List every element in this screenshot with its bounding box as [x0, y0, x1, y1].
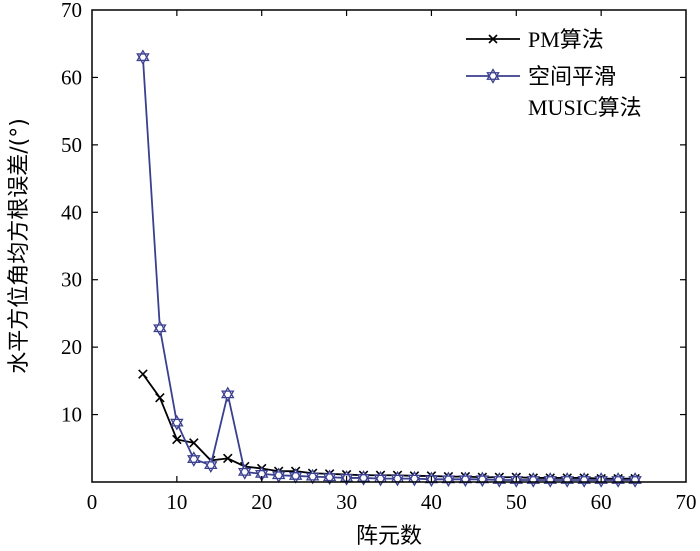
data-point: [138, 369, 148, 379]
data-point: [187, 451, 201, 467]
legend: PM算法 空间平滑 MUSIC算法: [466, 27, 642, 120]
x-axis-ticks: 0 10 20 30 40 50 60 70: [87, 10, 697, 514]
y-tick-label: 10: [61, 403, 82, 427]
data-point: [204, 457, 218, 473]
data-point: [322, 469, 337, 486]
x-tick-label: 30: [336, 490, 357, 514]
data-point: [153, 320, 167, 337]
x-tick-label: 0: [87, 490, 98, 514]
data-point: [155, 392, 165, 403]
plot-frame: [91, 9, 687, 483]
y-axis-ticks: 10 20 30 40 50 60 70: [61, 0, 686, 427]
y-tick-label: 40: [61, 200, 82, 224]
data-point: [271, 467, 286, 484]
legend-ss-label-line2: MUSIC算法: [528, 95, 642, 120]
x-tick-label: 40: [421, 490, 442, 514]
data-point: [223, 453, 233, 464]
x-tick-label: 10: [166, 490, 187, 514]
y-axis-title: 水平方位角均方根误差/(°): [7, 118, 32, 374]
legend-pm-marker-icon: [488, 34, 498, 44]
data-point: [237, 464, 252, 480]
data-point: [136, 49, 150, 66]
x-tick-label: 60: [591, 490, 612, 514]
legend-hexagram-icon: [486, 68, 500, 84]
legend-pm-label: PM算法: [528, 27, 604, 52]
legend-ss-marker-icon: [486, 68, 500, 84]
x-axis-title: 阵元数: [356, 524, 422, 549]
y-tick-label: 60: [61, 65, 82, 89]
x-tick-label: 50: [506, 490, 527, 514]
data-point: [172, 434, 182, 445]
y-tick-label: 70: [61, 0, 82, 22]
x-tick-label: 70: [676, 490, 697, 514]
x-tick-label: 20: [251, 490, 272, 514]
data-point: [356, 470, 371, 486]
data-point: [288, 468, 303, 484]
data-point: [189, 438, 199, 448]
data-point: [170, 414, 184, 431]
y-tick-label: 50: [61, 133, 82, 157]
plot-area: [92, 10, 686, 482]
y-tick-label: 30: [61, 268, 82, 292]
legend-ss-label-line1: 空间平滑: [528, 64, 616, 89]
data-point: [221, 386, 235, 403]
data-point: [305, 468, 320, 485]
y-tick-label: 20: [61, 335, 82, 359]
